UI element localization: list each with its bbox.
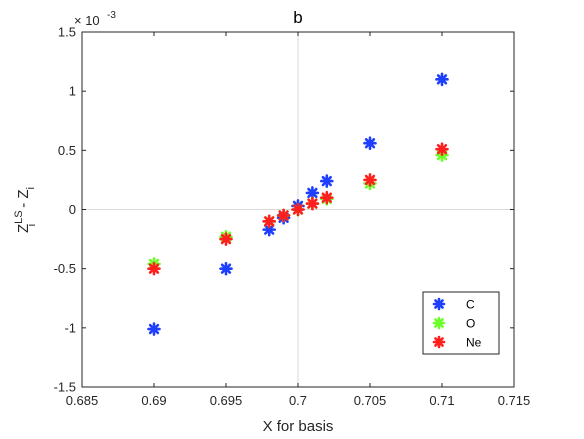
data-point-ne bbox=[363, 173, 377, 187]
exponent-base: × 10 bbox=[74, 13, 100, 28]
legend-label-c: C bbox=[466, 298, 475, 312]
exponent-label: × 10 -3 bbox=[74, 10, 116, 28]
data-point-ne bbox=[147, 261, 161, 276]
data-point-c bbox=[219, 261, 233, 276]
data-point-c bbox=[435, 72, 449, 87]
ylabel-sub: i bbox=[26, 224, 38, 226]
x-tick-label: 0.7 bbox=[289, 393, 307, 408]
x-axis-ticks: 0.685 0.69 0.695 0.7 0.705 0.71 0.715 bbox=[66, 32, 531, 408]
data-point-c bbox=[305, 186, 320, 200]
data-points bbox=[147, 72, 449, 336]
data-point-ne bbox=[305, 196, 320, 211]
x-tick-label: 0.695 bbox=[210, 393, 243, 408]
data-point-ne bbox=[262, 214, 277, 229]
x-tick-label: 0.71 bbox=[429, 393, 454, 408]
data-point-ne bbox=[319, 190, 334, 205]
y-tick-label: 1.5 bbox=[58, 25, 76, 40]
legend: CO Ne bbox=[422, 291, 500, 355]
y-tick-label: -0.5 bbox=[54, 261, 76, 276]
x-tick-label: 0.715 bbox=[498, 393, 531, 408]
x-tick-label: 0.685 bbox=[66, 393, 99, 408]
legend-label-ne: Ne bbox=[466, 336, 482, 350]
x-tick-label: 0.69 bbox=[141, 393, 166, 408]
y-tick-label: 0 bbox=[69, 202, 76, 217]
ylabel-sup: LS bbox=[13, 210, 25, 223]
y-tick-label: -1 bbox=[64, 320, 76, 335]
ylabel-sub2: i bbox=[25, 187, 37, 189]
ylabel-main: Z bbox=[15, 224, 32, 233]
data-point-ne bbox=[219, 232, 233, 246]
chart-title: b bbox=[293, 8, 302, 27]
data-point-c bbox=[319, 174, 334, 188]
legend-label-o: O bbox=[466, 317, 475, 331]
y-axis-title: ZLSi - Zi bbox=[13, 187, 38, 233]
data-point-ne bbox=[435, 142, 449, 156]
y-axis-ticks: 1.5 1 0.5 0 -0.5 -1 -1.5 bbox=[54, 25, 514, 395]
legend-marker-o bbox=[432, 316, 446, 330]
y-tick-label: -1.5 bbox=[54, 380, 76, 395]
data-point-ne bbox=[276, 208, 291, 223]
svg-text:ZLSi - Zi: ZLSi - Zi bbox=[13, 187, 38, 233]
y-tick-label: 1 bbox=[69, 84, 76, 99]
data-point-c bbox=[147, 322, 161, 336]
data-point-ne bbox=[291, 202, 305, 217]
data-point-c bbox=[363, 136, 377, 151]
data-point-c bbox=[262, 222, 277, 237]
exponent-power: -3 bbox=[107, 10, 116, 21]
x-axis-title: X for basis bbox=[263, 418, 334, 435]
y-tick-label: 0.5 bbox=[58, 143, 76, 158]
legend-marker-c bbox=[432, 297, 446, 311]
x-tick-label: 0.705 bbox=[354, 393, 387, 408]
legend-marker-ne bbox=[432, 335, 446, 349]
ylabel-rest: - Z bbox=[15, 189, 32, 212]
